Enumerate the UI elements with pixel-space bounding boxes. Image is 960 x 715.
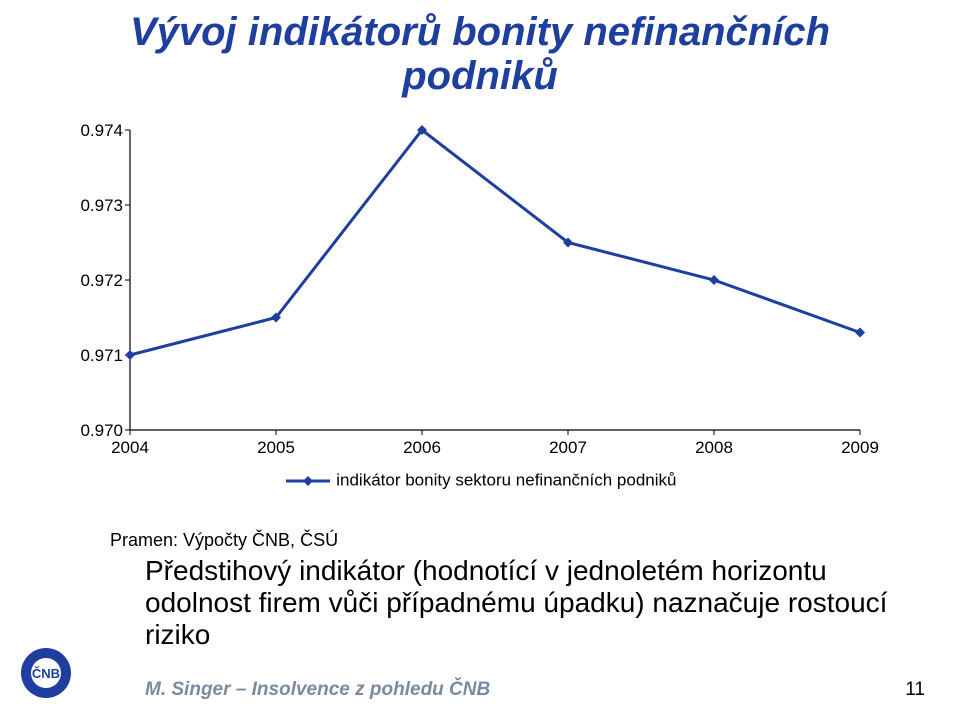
- x-tick-label: 2004: [100, 438, 160, 458]
- title-line2: podniků: [0, 54, 960, 98]
- y-tick-label: 0.972: [68, 271, 123, 291]
- page-number: 11: [905, 679, 925, 701]
- chart: 0.9700.9710.9720.9730.974 20042005200620…: [60, 120, 880, 480]
- x-tick-label: 2005: [246, 438, 306, 458]
- x-tick-label: 2009: [830, 438, 890, 458]
- chart-legend: indikátor bonity sektoru nefinančních po…: [0, 470, 960, 491]
- footer-text: M. Singer – Insolvence z pohledu ČNB: [145, 679, 490, 701]
- slide: Vývoj indikátorů bonity nefinančních pod…: [0, 0, 960, 715]
- source-text: Pramen: Výpočty ČNB, ČSÚ: [110, 530, 338, 551]
- body-text: Předstihový indikátor (hodnotící v jedno…: [145, 555, 915, 652]
- logo-text: ČNB: [32, 666, 60, 681]
- logo-icon: ČNB: [18, 645, 74, 701]
- legend-label: indikátor bonity sektoru nefinančních po…: [336, 471, 676, 490]
- y-tick-label: 0.973: [68, 196, 123, 216]
- x-tick-label: 2006: [392, 438, 452, 458]
- x-tick-label: 2007: [538, 438, 598, 458]
- y-tick-label: 0.974: [68, 121, 123, 141]
- legend-swatch-icon: [284, 474, 332, 488]
- slide-title: Vývoj indikátorů bonity nefinančních pod…: [0, 10, 960, 98]
- title-line1: Vývoj indikátorů bonity nefinančních: [0, 10, 960, 54]
- x-tick-label: 2008: [684, 438, 744, 458]
- y-tick-label: 0.971: [68, 346, 123, 366]
- chart-svg: [60, 120, 880, 480]
